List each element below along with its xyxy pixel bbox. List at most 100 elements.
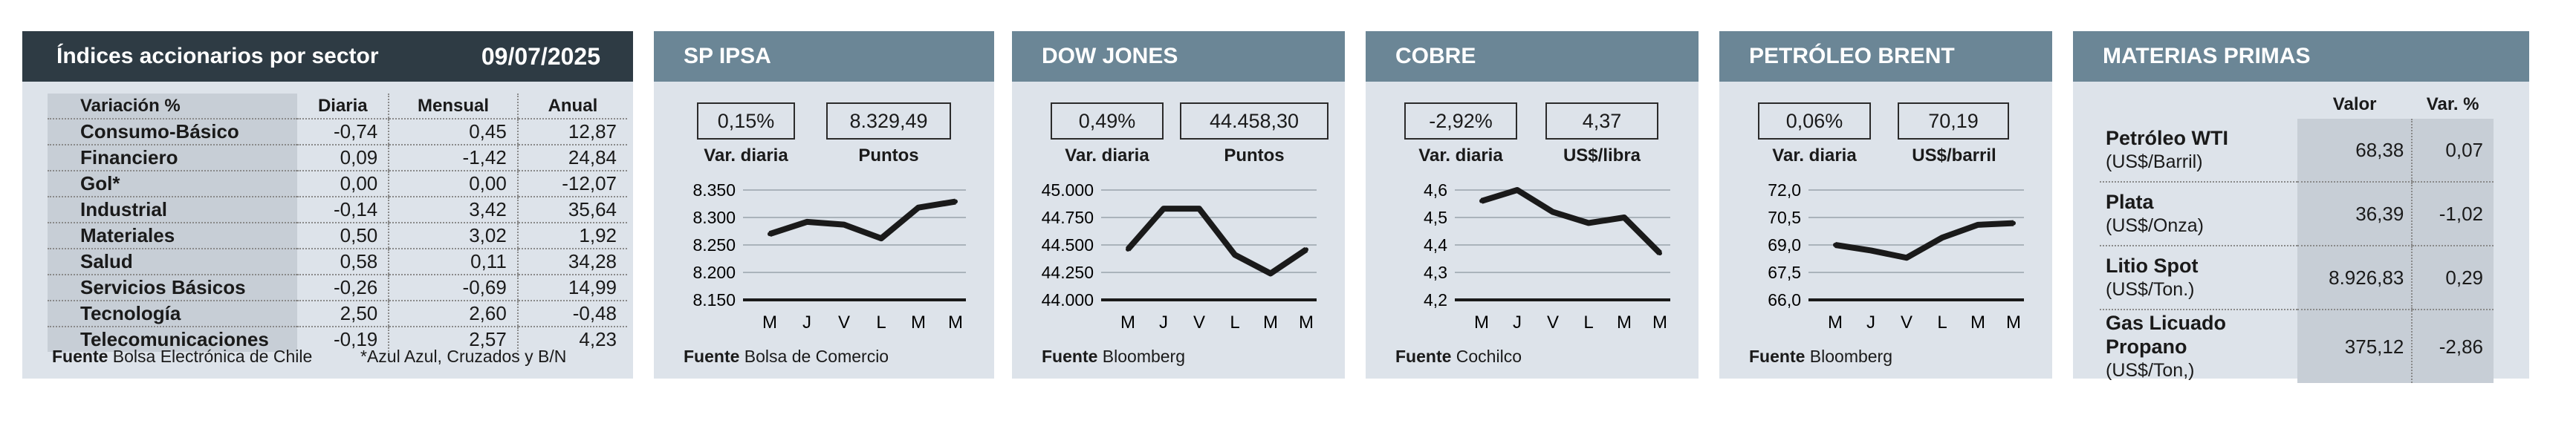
commodities-table: Valor Var. % Petróleo WTI (US$/Barril) 68,… xyxy=(2100,91,2494,383)
sector-cell-anual: 24,84 xyxy=(516,145,627,171)
commodity-var: -2,86 xyxy=(2411,310,2494,383)
col-var: Var. % xyxy=(2426,94,2479,114)
chart-source: Fuente Cochilco xyxy=(1395,347,1522,367)
y-tick-label: 72,0 xyxy=(1768,180,1801,200)
commodity-row: Petróleo WTI (US$/Barril) 68,38 0,07 xyxy=(2100,119,2494,183)
sector-row: Tecnología 2,50 2,60 -0,48 xyxy=(48,301,627,327)
sector-cell-mensual: 2,57 xyxy=(388,327,518,352)
data-point xyxy=(1904,255,1909,261)
value-label: US$/libra xyxy=(1563,145,1641,166)
data-point xyxy=(916,205,921,210)
sector-table-header: Variación % Diaria Mensual Anual xyxy=(48,94,627,120)
x-tick-label: M xyxy=(948,312,963,333)
var-diaria-label: Var. diaria xyxy=(1418,145,1503,166)
sector-row: Consumo-Básico -0,74 0,45 12,87 xyxy=(48,119,627,145)
x-tick-label: L xyxy=(1583,312,1593,333)
commodity-valor: 375,12 xyxy=(2297,310,2413,383)
y-tick-label: 8.350 xyxy=(692,180,736,200)
x-tick-label: L xyxy=(1937,312,1947,333)
sector-row: Financiero 0,09 -1,42 24,84 xyxy=(48,145,627,171)
sector-cell-anual: -12,07 xyxy=(516,171,627,197)
x-tick-label: M xyxy=(1828,312,1843,333)
value-box: 8.329,49 xyxy=(826,102,951,140)
data-point xyxy=(1940,235,1944,240)
chart-source-text: Cochilco xyxy=(1456,347,1522,366)
sector-cell-anual: 12,87 xyxy=(516,119,627,145)
value-box: 70,19 xyxy=(1898,102,2009,140)
commodity-name: Petróleo WTI xyxy=(2106,127,2229,149)
x-tick-label: M xyxy=(1617,312,1632,333)
series-line xyxy=(1834,220,2014,261)
x-tick-label: J xyxy=(1866,312,1875,333)
sector-cell-name: Industrial xyxy=(48,197,298,223)
y-tick-label: 69,0 xyxy=(1768,235,1801,255)
commodity-unit: (US$/Barril) xyxy=(2106,151,2203,172)
series-line xyxy=(768,198,956,242)
line-chart: 4,24,34,44,54,6M J V L M M xyxy=(1424,180,1670,333)
chart-panel: SP IPSA 0,15% 8.329,49 Var. diaria Puntos 8.1… xyxy=(654,31,994,379)
col-anual: Anual xyxy=(516,94,627,120)
value-label: Puntos xyxy=(858,145,919,166)
sector-row: Industrial -0,14 3,42 35,64 xyxy=(48,197,627,223)
data-point xyxy=(1833,243,1837,247)
commodity-var: -1,02 xyxy=(2411,182,2494,246)
col-mensual: Mensual xyxy=(388,94,518,120)
chart-source: Fuente Bloomberg xyxy=(1749,347,1892,367)
y-tick-label: 4,6 xyxy=(1424,180,1447,200)
value-box: 4,37 xyxy=(1545,102,1658,140)
data-point xyxy=(1233,252,1237,258)
y-tick-label: 44.000 xyxy=(1042,290,1094,310)
var-diaria-box: -2,92% xyxy=(1404,102,1517,140)
y-tick-label: 4,5 xyxy=(1424,208,1447,227)
y-tick-label: 44.250 xyxy=(1042,263,1094,282)
sector-source-label: Fuente xyxy=(52,347,108,366)
y-tick-label: 4,3 xyxy=(1424,263,1447,282)
sector-cell-mensual: 0,00 xyxy=(388,171,518,197)
x-tick-label: V xyxy=(1193,312,1205,333)
sector-cell-mensual: -0,69 xyxy=(388,275,518,301)
col-variacion: Variación % xyxy=(48,94,298,120)
x-tick-label: V xyxy=(838,312,850,333)
data-point xyxy=(1479,198,1484,203)
x-tick-label: M xyxy=(1120,312,1135,333)
data-point xyxy=(805,219,809,224)
commodity-unit: (US$/Ton.) xyxy=(2106,279,2195,300)
x-tick-label: M xyxy=(911,312,926,333)
sector-cell-diaria: 0,50 xyxy=(297,223,389,249)
commodity-unit: (US$/Ton,) xyxy=(2106,360,2195,381)
var-diaria-label: Var. diaria xyxy=(704,145,788,166)
chart-title: COBRE xyxy=(1395,44,1476,68)
commodity-row: Gas Licuado Propano (US$/Ton,) 375,12 -2,86 xyxy=(2100,310,2494,383)
commodities-table-header: Valor Var. % xyxy=(2100,91,2494,119)
sector-cell-mensual: -1,42 xyxy=(388,145,518,171)
y-tick-label: 4,2 xyxy=(1424,290,1447,310)
chart-title: DOW JONES xyxy=(1042,44,1178,68)
sector-cell-diaria: 0,00 xyxy=(297,171,389,197)
commodity-unit: (US$/Onza) xyxy=(2106,215,2204,236)
y-tick-label: 44.500 xyxy=(1042,235,1094,255)
data-point xyxy=(1622,215,1626,220)
commodity-valor: 36,39 xyxy=(2297,182,2413,246)
sector-cell-anual: 1,92 xyxy=(516,223,627,249)
chart-header: SP IPSA xyxy=(654,31,994,82)
var-diaria-box: 0,06% xyxy=(1758,102,1871,140)
line-chart: 8.150 8.200 8.250 8.300 8.350 M J V L M M xyxy=(692,180,966,333)
col-blank xyxy=(2100,91,2297,119)
data-point xyxy=(1658,251,1662,256)
x-tick-label: M xyxy=(762,312,777,333)
data-point xyxy=(879,236,883,241)
sector-cell-anual: -0,48 xyxy=(516,301,627,327)
commodity-var: 0,29 xyxy=(2411,246,2494,310)
data-point xyxy=(1268,271,1273,276)
sector-cell-name: Tecnología xyxy=(48,301,298,327)
commodity-valor: 8.926,83 xyxy=(2297,246,2413,310)
sector-cell-mensual: 3,02 xyxy=(388,223,518,249)
sector-cell-diaria: 0,09 xyxy=(297,145,389,171)
sector-cell-mensual: 2,60 xyxy=(388,301,518,327)
sector-cell-name: Materiales xyxy=(48,223,298,249)
sector-cell-anual: 14,99 xyxy=(516,275,627,301)
commodity-label: Plata (US$/Onza) xyxy=(2100,182,2297,246)
sector-source: Fuente Bolsa Electrónica de Chile xyxy=(52,347,312,367)
x-tick-label: M xyxy=(1263,312,1278,333)
